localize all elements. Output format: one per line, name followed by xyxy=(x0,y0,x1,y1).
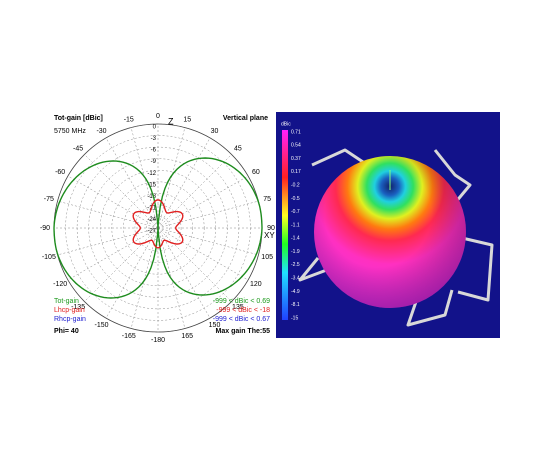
ring-label: -15 xyxy=(147,182,156,188)
ring xyxy=(111,181,205,275)
legend-name: Rhcp-gain xyxy=(54,316,86,323)
ring-label: -12 xyxy=(147,171,156,177)
spoke xyxy=(157,227,211,319)
scale-label: -0.2 xyxy=(291,182,300,188)
spoke xyxy=(157,227,232,302)
legend-name: Lhcp-gain xyxy=(54,307,85,314)
ring-label: -21 xyxy=(147,205,156,211)
spoke xyxy=(67,227,159,281)
polar-panel: Tot-gain [dBic] Vertical plane 5750 MHz … xyxy=(40,112,275,344)
scale-label: -2.5 xyxy=(291,262,300,268)
spoke xyxy=(157,175,249,229)
spoke xyxy=(157,227,249,281)
phi: Phi= 40 xyxy=(54,328,79,335)
angle-label: -165 xyxy=(122,333,136,340)
color-bar xyxy=(282,130,288,320)
angle-label: -15 xyxy=(124,117,134,124)
xy-label: XY xyxy=(264,231,275,240)
angle-label: 30 xyxy=(211,128,219,135)
polar-title: Tot-gain [dBic] xyxy=(54,115,103,122)
angle-label: 120 xyxy=(250,281,262,288)
angle-label: 165 xyxy=(181,333,193,340)
spoke xyxy=(67,175,159,229)
pattern-3d-panel: dBic 0.71 0.54 0.37 0.17 -0.2 -0.5 -0.7 -1.1 -1.… xyxy=(276,112,500,338)
angle-label: 135 xyxy=(232,304,244,311)
spoke xyxy=(157,154,232,229)
angle-label: -90 xyxy=(40,225,50,232)
scale-label: -1.9 xyxy=(291,249,300,255)
pattern-curve xyxy=(53,157,263,299)
spoke xyxy=(84,227,159,302)
scale-label: -15 xyxy=(291,315,298,321)
scale-label: -1.4 xyxy=(291,236,300,242)
angle-label: 60 xyxy=(252,169,260,176)
spoke xyxy=(57,227,159,256)
pattern-curve xyxy=(132,199,184,249)
angle-label: -135 xyxy=(71,304,85,311)
spoke xyxy=(157,127,186,229)
frequency: 5750 MHz xyxy=(54,128,86,135)
legend-range: -999 < dBic < -18 xyxy=(216,307,270,314)
angle-label: 150 xyxy=(209,322,221,329)
scale-label: -4.9 xyxy=(291,289,300,295)
angle-label: -75 xyxy=(44,196,54,203)
ring-label: -6 xyxy=(151,148,157,154)
max-gain: Max gain The:55 xyxy=(216,328,271,335)
ring-label: -18 xyxy=(147,194,156,200)
spoke xyxy=(105,227,159,319)
angle-label: -120 xyxy=(53,281,67,288)
ring xyxy=(146,216,170,240)
ring-label: -9 xyxy=(151,159,157,165)
scale-label: -1.1 xyxy=(291,222,300,228)
scale-label: -8.1 xyxy=(291,302,300,308)
angle-label: 105 xyxy=(261,254,273,261)
unit-label: dBic xyxy=(281,121,291,127)
spoke xyxy=(157,227,259,256)
ring-label: -24 xyxy=(147,217,156,223)
angle-label: 15 xyxy=(183,117,191,124)
angle-label: -45 xyxy=(73,146,83,153)
angle-label: -30 xyxy=(96,128,106,135)
ring-label: 0 xyxy=(153,125,157,131)
scale-label: 0.71 xyxy=(291,129,301,135)
spoke xyxy=(130,227,159,329)
angle-label: 90 xyxy=(267,225,275,232)
legend-range: -999 < dBic < 0.67 xyxy=(213,316,270,323)
z-label: Z xyxy=(168,116,174,126)
scale-label: 0.37 xyxy=(291,156,301,162)
angle-label: -180 xyxy=(151,337,165,344)
angle-label: -60 xyxy=(55,169,65,176)
scale-label: -0.5 xyxy=(291,196,300,202)
legend-range: -999 < dBic < 0.69 xyxy=(213,298,270,305)
scale-label: -3.4 xyxy=(291,275,300,281)
angle-label: -105 xyxy=(42,254,56,261)
angle-label: 0 xyxy=(156,113,160,120)
angle-label: 75 xyxy=(263,196,271,203)
legend-name: Tot-gain xyxy=(54,298,79,305)
ring xyxy=(123,193,193,263)
spoke xyxy=(157,200,259,229)
scale-label: 0.54 xyxy=(291,143,301,149)
scale-label: -0.7 xyxy=(291,209,300,215)
ring-label: -27 xyxy=(147,229,156,235)
spoke xyxy=(84,154,159,229)
plane-label: Vertical plane xyxy=(223,115,268,122)
angle-label: -150 xyxy=(94,322,108,329)
spoke xyxy=(57,200,159,229)
ring-label: -3 xyxy=(151,136,157,142)
scale-label: 0.17 xyxy=(291,169,301,175)
angle-label: 45 xyxy=(234,146,242,153)
sphere-shading xyxy=(314,156,466,308)
ring xyxy=(134,204,182,252)
